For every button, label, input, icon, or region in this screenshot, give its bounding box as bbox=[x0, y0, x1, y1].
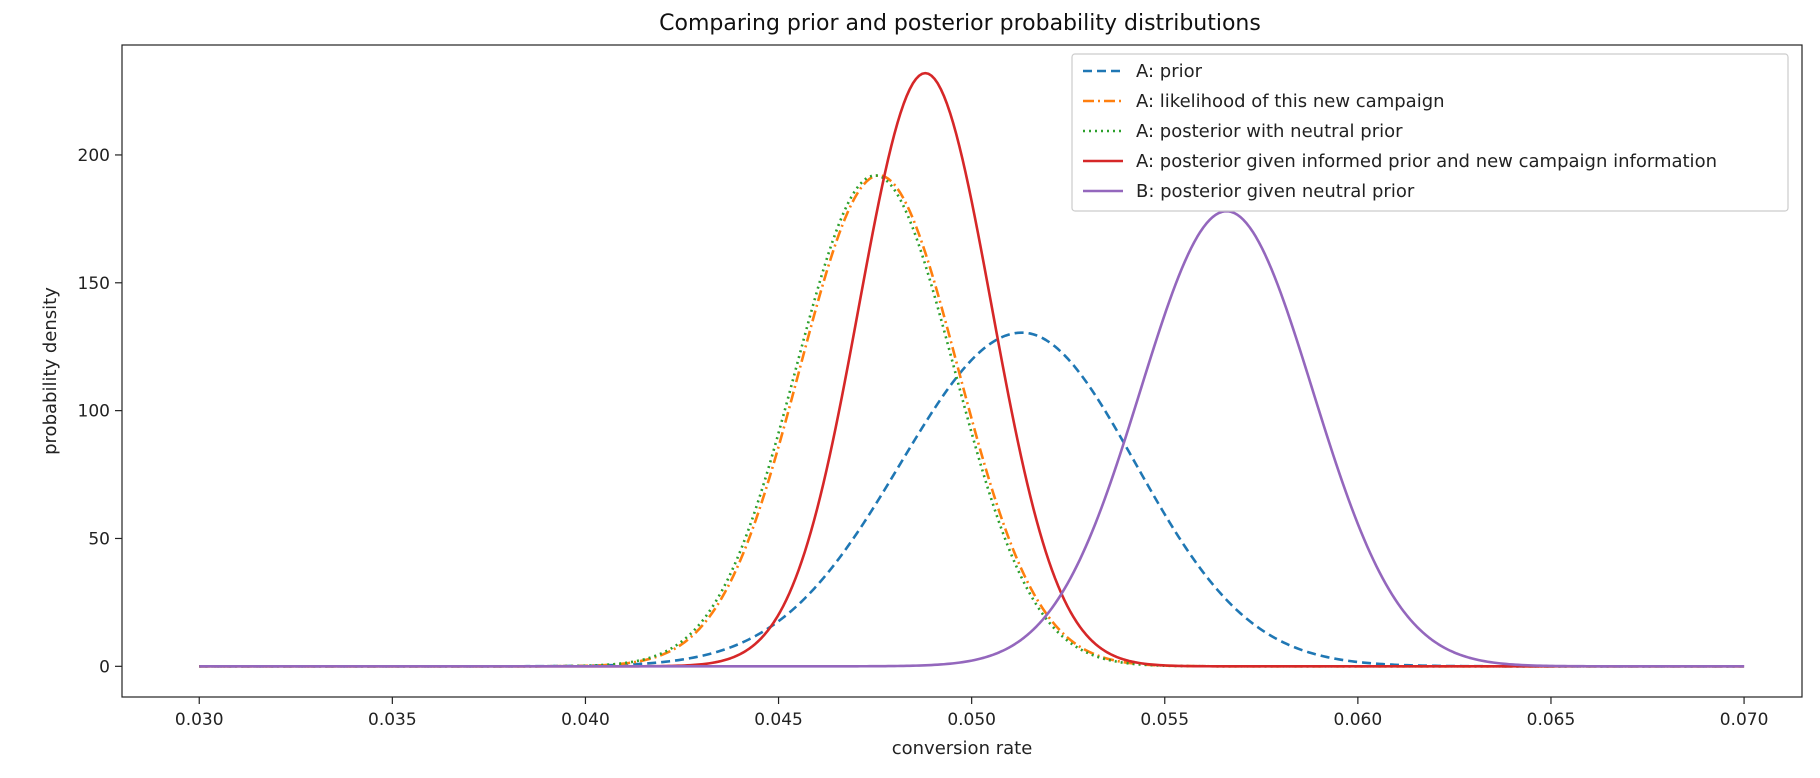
y-tick-label: 100 bbox=[78, 402, 110, 422]
y-tick-label: 0 bbox=[99, 657, 110, 677]
x-tick-label: 0.060 bbox=[1334, 710, 1383, 730]
x-tick-label: 0.065 bbox=[1527, 710, 1576, 730]
y-axis-ticks: 0 50 100 150 200 bbox=[78, 146, 122, 677]
legend-label-1: A: prior bbox=[1136, 61, 1203, 82]
x-tick-label: 0.070 bbox=[1720, 710, 1769, 730]
x-axis-ticks: 0.030 0.035 0.040 0.045 0.050 0.055 0.060 0.065… bbox=[175, 697, 1768, 730]
x-tick-label: 0.035 bbox=[368, 710, 417, 730]
x-tick-label: 0.040 bbox=[561, 710, 610, 730]
x-tick-label: 0.030 bbox=[175, 710, 224, 730]
legend-label-2: A: likelihood of this new campaign bbox=[1136, 91, 1445, 112]
plot-frame bbox=[121, 44, 1803, 698]
x-tick-label: 0.055 bbox=[1140, 710, 1189, 730]
legend: A: prior A: likelihood of this new campai… bbox=[1071, 53, 1789, 212]
legend-box bbox=[1071, 53, 1789, 212]
x-tick-label: 0.045 bbox=[754, 710, 803, 730]
y-axis-title: probability density bbox=[40, 287, 61, 455]
legend-label-4: A: posterior given informed prior and ne… bbox=[1136, 151, 1717, 172]
series-line-5 bbox=[199, 209, 1745, 668]
legend-items: A: prior A: likelihood of this new campai… bbox=[1083, 61, 1717, 202]
x-tick-label: 0.050 bbox=[947, 710, 996, 730]
legend-label-3: A: posterior with neutral prior bbox=[1136, 121, 1403, 142]
series-lines bbox=[199, 71, 1745, 668]
y-tick-label: 200 bbox=[78, 146, 110, 166]
x-axis-title: conversion rate bbox=[892, 738, 1033, 759]
y-tick-label: 50 bbox=[88, 529, 110, 549]
y-tick-label: 150 bbox=[78, 274, 110, 294]
legend-label-5: B: posterior given neutral prior bbox=[1136, 181, 1415, 202]
chart-title: Comparing prior and posterior probabilit… bbox=[659, 11, 1261, 36]
